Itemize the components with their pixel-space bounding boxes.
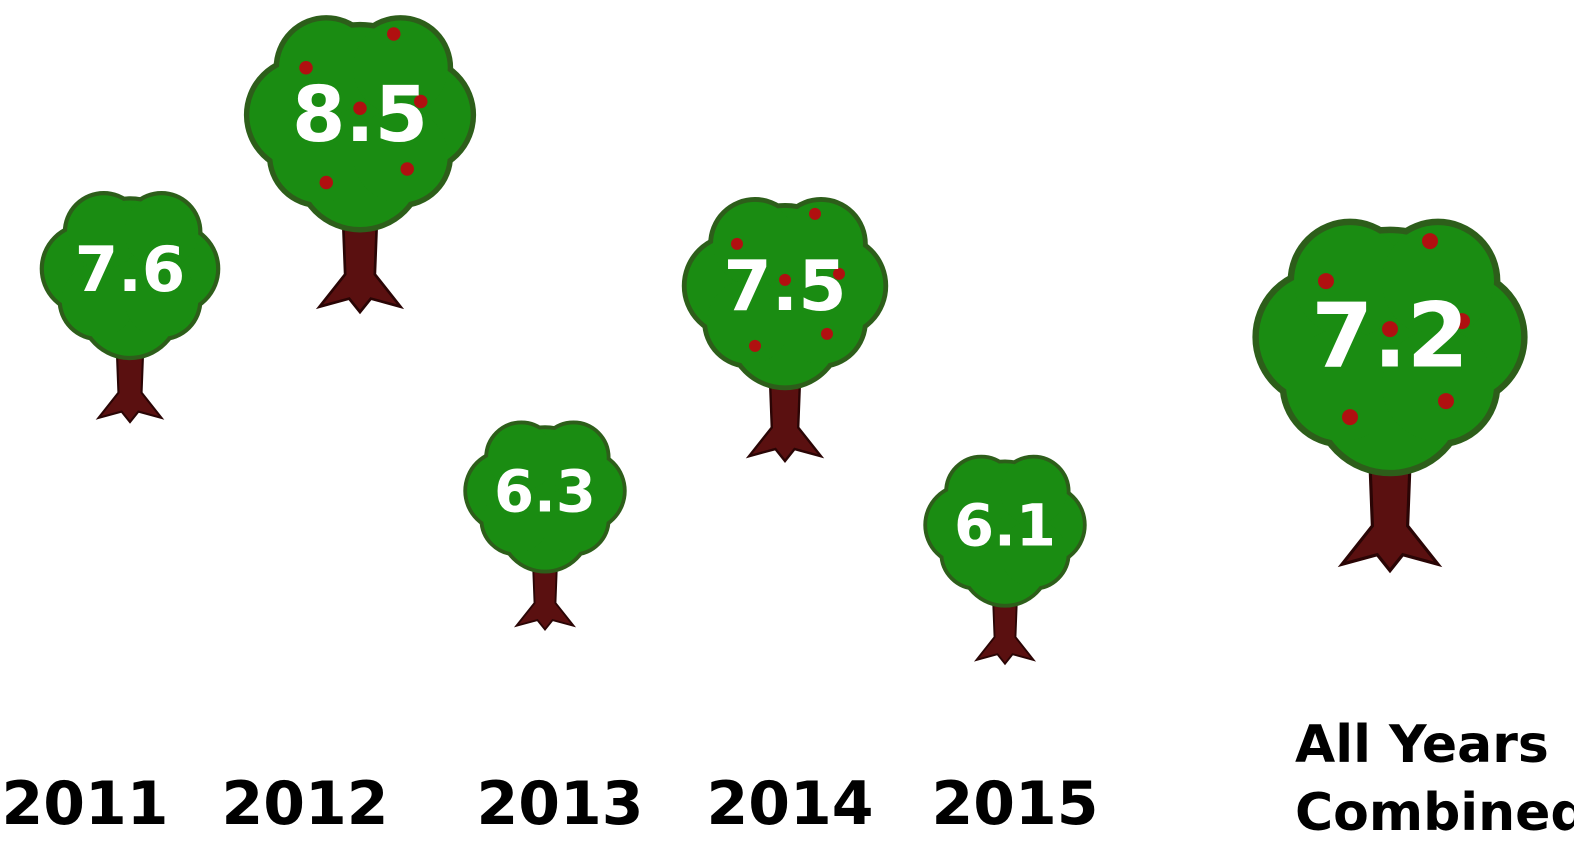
apple <box>809 208 821 220</box>
apple <box>1438 393 1454 409</box>
apple <box>749 340 761 352</box>
tree <box>927 459 1083 664</box>
apple <box>401 162 415 176</box>
value-label: 6.1 <box>954 493 1056 560</box>
tree <box>467 424 623 629</box>
tree <box>1259 225 1521 571</box>
tree <box>687 202 884 461</box>
page: 7.68.56.37.56.17.2 (() => { const data =… <box>0 0 1574 867</box>
apple <box>1422 233 1438 249</box>
value-label: 7.5 <box>723 246 846 327</box>
category-label: 2015 <box>905 765 1125 843</box>
value-label: 7.6 <box>75 233 186 306</box>
tree <box>44 195 216 422</box>
category-label: 2012 <box>195 765 415 843</box>
apple <box>320 176 334 190</box>
apple <box>387 27 401 41</box>
category-label: 2013 <box>450 765 670 843</box>
value-label: 7.2 <box>1311 284 1468 387</box>
value-label: 8.5 <box>292 71 428 160</box>
category-label: 2014 <box>680 765 900 843</box>
apple <box>821 328 833 340</box>
tree <box>249 20 470 312</box>
value-label: 6.3 <box>494 458 596 525</box>
category-label: 2011 <box>0 765 195 843</box>
apple <box>1342 409 1358 425</box>
category-label: All Years Combined <box>1295 712 1570 847</box>
